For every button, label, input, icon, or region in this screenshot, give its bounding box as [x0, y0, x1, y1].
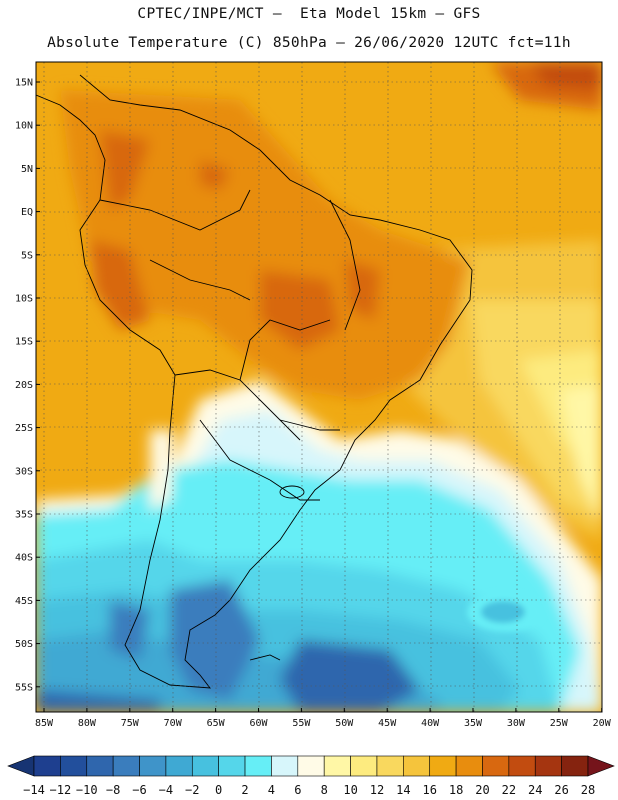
lat-tick-label: 40S — [15, 553, 33, 564]
lon-tick-label: 35W — [464, 718, 483, 729]
lat-tick-label: 25S — [15, 423, 33, 434]
colorbar-swatch — [244, 755, 272, 777]
cyclone-feature — [467, 592, 543, 632]
colorbar-label: 26 — [554, 783, 568, 797]
colorbar-swatch — [403, 755, 431, 777]
map-title-line-1: CPTEC/INPE/MCT – Eta Model 15km – GFS — [137, 6, 481, 22]
colorbar-label: 14 — [396, 783, 410, 797]
lat-tick-label: 10N — [15, 121, 33, 132]
colorbar-swatch — [33, 755, 61, 777]
colorbar-swatch — [561, 755, 589, 777]
colorbar-over-arrow — [587, 755, 615, 777]
colorbar-label: 10 — [343, 783, 357, 797]
gridlines — [36, 62, 602, 712]
lat-tick-label: 5N — [21, 164, 33, 175]
lon-tick-label: 60W — [249, 718, 268, 729]
lat-tick-label: 35S — [15, 510, 33, 521]
colorbar-label: −6 — [132, 783, 146, 797]
colorbar-swatch — [455, 755, 483, 777]
colorbar-label: −12 — [50, 783, 72, 797]
lat-tick-label: 30S — [15, 466, 33, 477]
colorbar-swatch — [271, 755, 299, 777]
colorbar-labels: −14 −12 −10 −8 −6 −4 −2 0 2 4 6 8 10 12 14 16 18 20 22 24 26… — [23, 783, 595, 797]
colorbar-swatch — [60, 755, 88, 777]
colorbar-label: −14 — [23, 783, 45, 797]
lon-tick-label: 20W — [593, 718, 612, 729]
colorbar-swatch — [297, 755, 325, 777]
lon-tick-label: 55W — [292, 718, 311, 729]
colorbar-label: −10 — [76, 783, 98, 797]
colorbar-label: 4 — [268, 783, 275, 797]
colorbar-label: −4 — [159, 783, 173, 797]
colorbar-label: 22 — [502, 783, 516, 797]
lon-tick-label: 80W — [78, 718, 97, 729]
colorbar-swatch — [165, 755, 193, 777]
lat-tick-label: 15S — [15, 337, 33, 348]
lat-tick-label: 50S — [15, 639, 33, 650]
colorbar-swatch — [112, 755, 140, 777]
lon-tick-label: 45W — [378, 718, 397, 729]
colorbar-swatch — [376, 755, 404, 777]
longitude-tick-labels: 85W 80W 75W 70W 65W 60W 55W 50W 45W 40W 35W 30W 25W 2… — [35, 708, 612, 729]
lon-tick-label: 65W — [207, 718, 226, 729]
colorbar-swatch — [218, 755, 246, 777]
lat-tick-label: 55S — [15, 682, 33, 693]
colorbar-swatch — [508, 755, 536, 777]
colorbar-label: 0 — [215, 783, 222, 797]
colorbar-label: 8 — [321, 783, 328, 797]
colorbar-label: 24 — [528, 783, 542, 797]
colorbar-swatch — [350, 755, 378, 777]
lat-tick-label: 45S — [15, 596, 33, 607]
map-title-line-2: Absolute Temperature (C) 850hPa – 26/06/… — [47, 35, 571, 51]
colorbar-label: 28 — [581, 783, 595, 797]
latitude-tick-labels: 15N 10N 5N EQ 5S 10S 15S 20S 25S 30S 35S 40S 45S 50S 5… — [15, 78, 40, 693]
lat-tick-label: EQ — [21, 207, 33, 218]
lat-tick-label: 10S — [15, 294, 33, 305]
colorbar-label: 20 — [475, 783, 489, 797]
colorbar-under-arrow — [7, 755, 35, 777]
colorbar-swatch — [429, 755, 457, 777]
colorbar-swatch — [86, 755, 114, 777]
colorbar-swatch — [482, 755, 510, 777]
lat-tick-label: 20S — [15, 380, 33, 391]
lon-tick-label: 40W — [421, 718, 440, 729]
colorbar-swatch — [139, 755, 167, 777]
lat-tick-label: 15N — [15, 78, 33, 89]
map-frame — [35, 61, 603, 713]
lat-tick-label: 5S — [21, 250, 33, 261]
colorbar-label: −8 — [106, 783, 120, 797]
colorbar-swatch — [191, 755, 219, 777]
colorbar-label: −2 — [185, 783, 199, 797]
colorbar-label: 12 — [370, 783, 384, 797]
colorbar — [7, 755, 615, 777]
lon-tick-label: 25W — [550, 718, 569, 729]
colorbar-label: 18 — [449, 783, 463, 797]
colorbar-swatch — [534, 755, 562, 777]
temperature-field — [36, 62, 602, 712]
colorbar-label: 16 — [422, 783, 436, 797]
colorbar-label: 6 — [294, 783, 301, 797]
colorbar-label: 2 — [241, 783, 248, 797]
lon-tick-label: 30W — [507, 718, 526, 729]
lon-tick-label: 70W — [164, 718, 183, 729]
lon-tick-label: 50W — [335, 718, 354, 729]
lon-tick-label: 75W — [121, 718, 140, 729]
coastline-borders — [36, 74, 473, 689]
lon-tick-label: 85W — [35, 718, 54, 729]
colorbar-swatch — [323, 755, 351, 777]
